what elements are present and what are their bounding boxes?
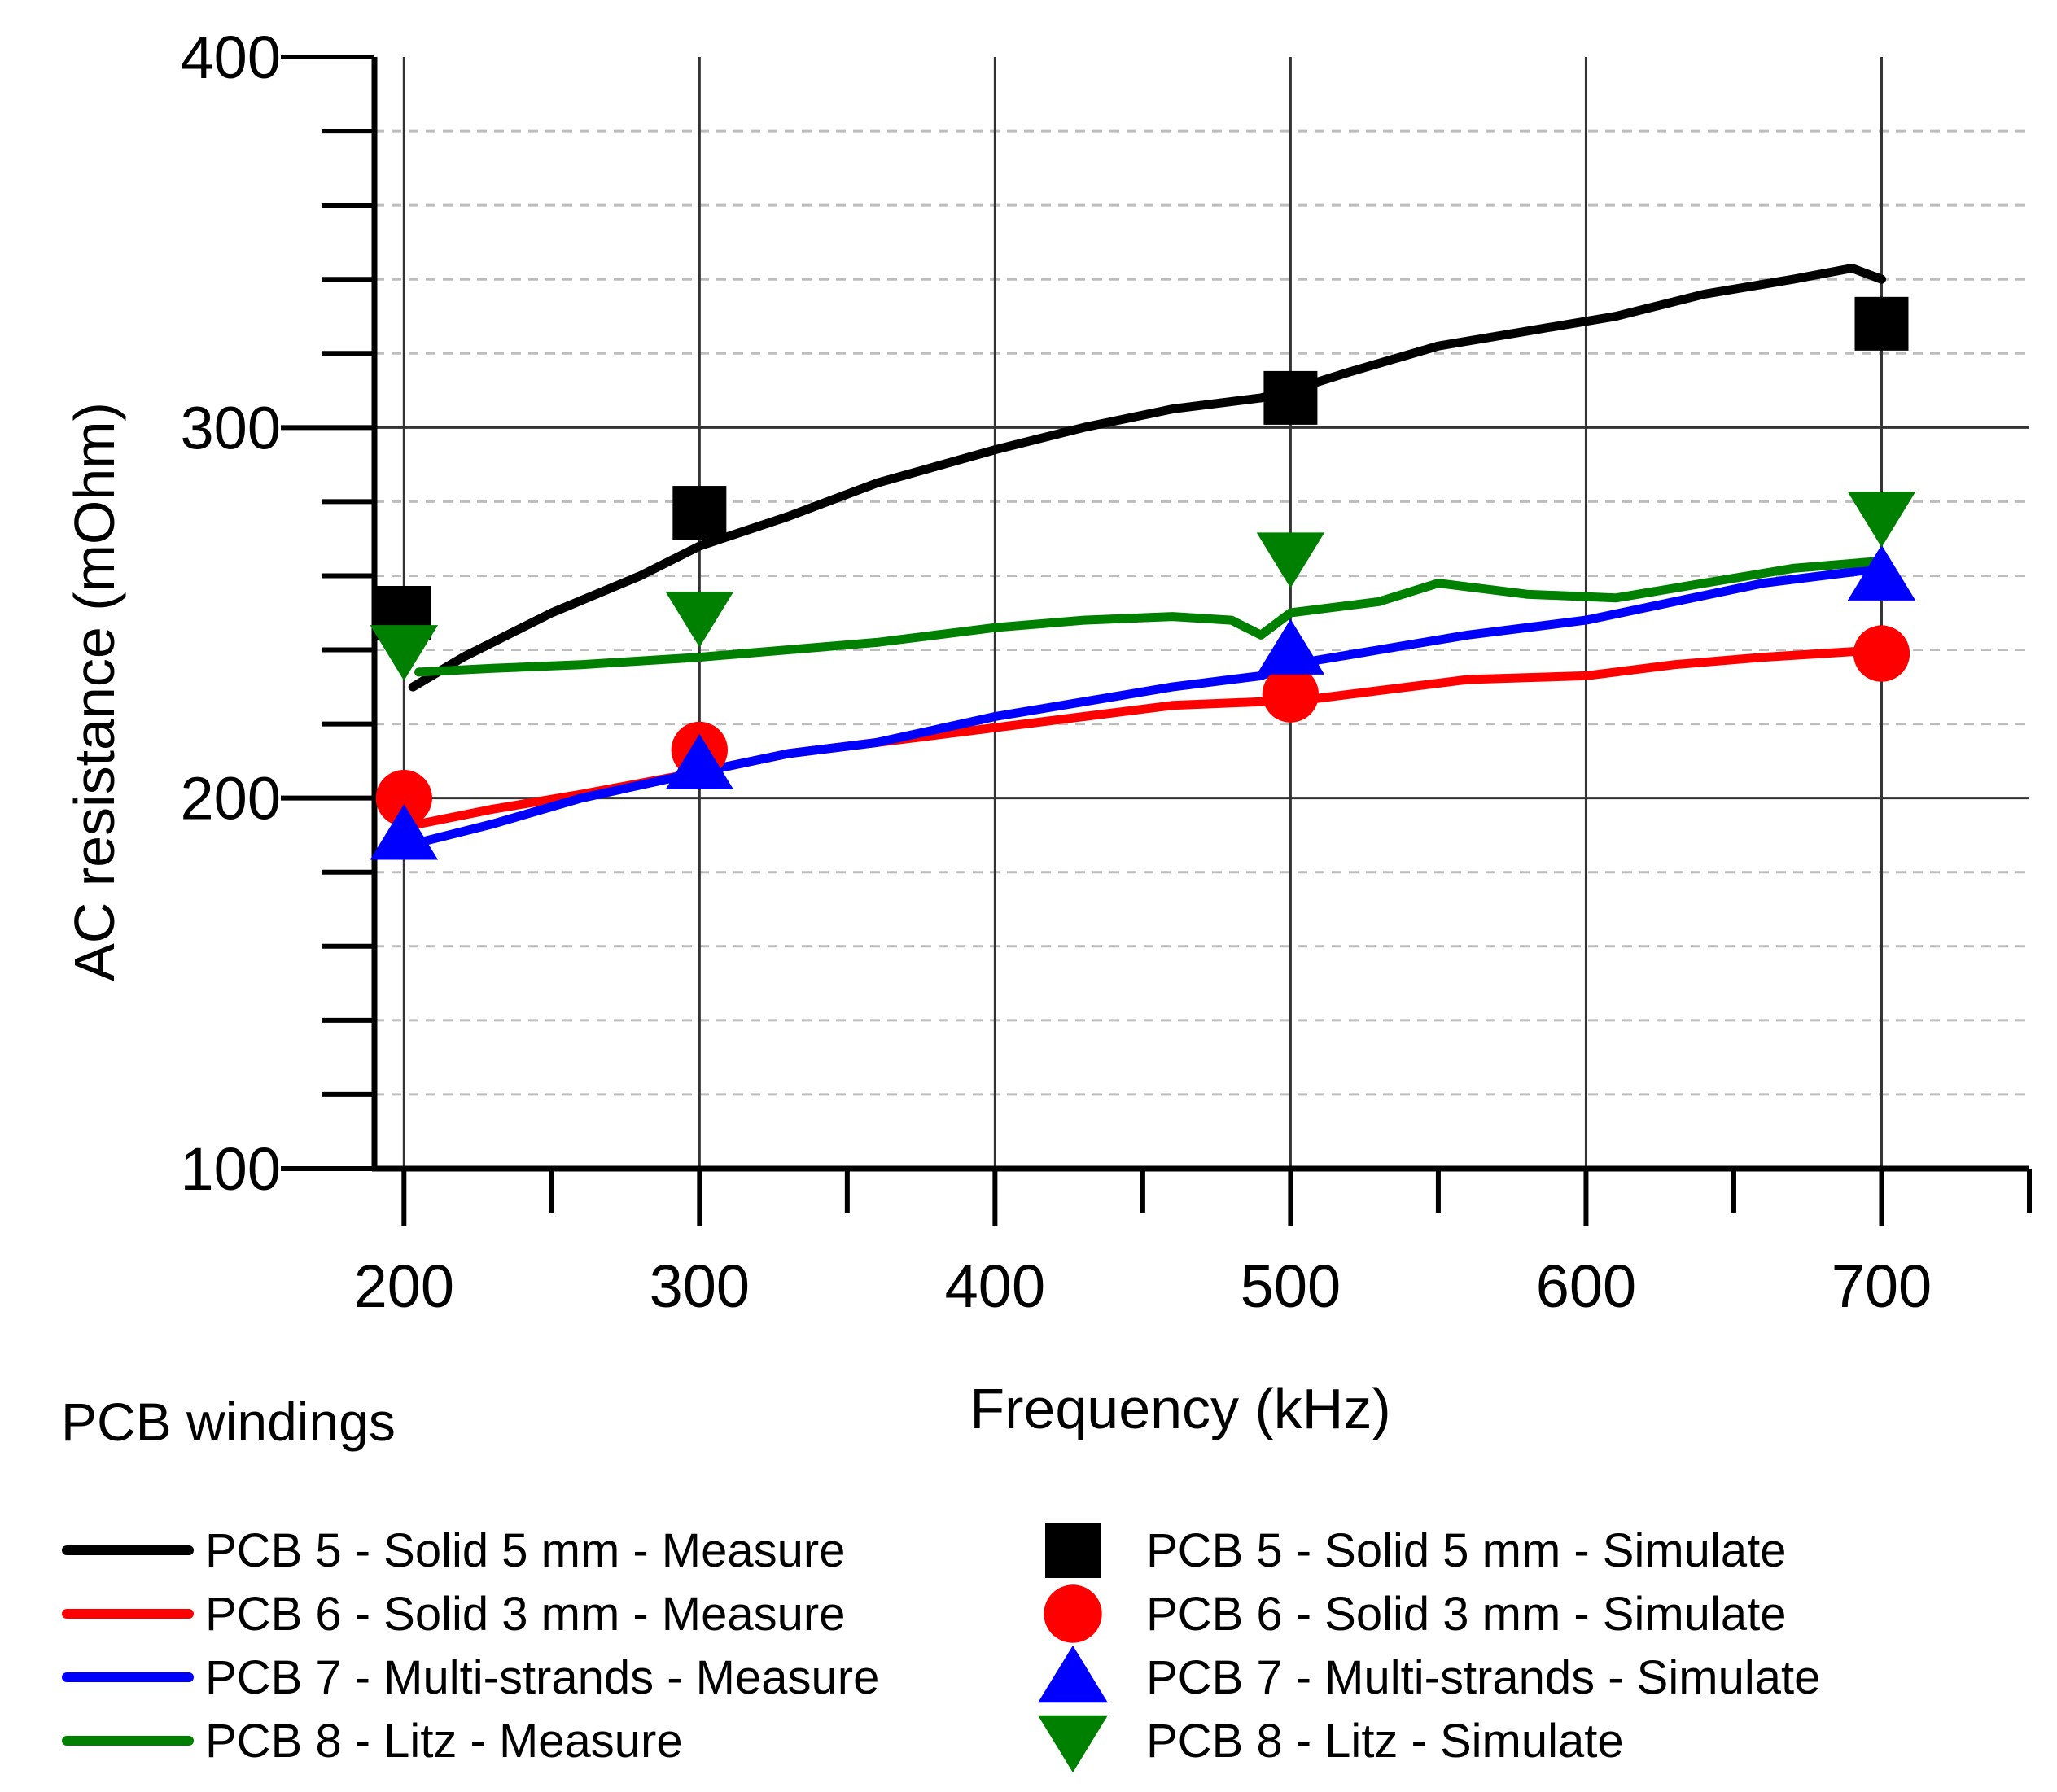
y-tick-label: 400: [181, 24, 281, 91]
triangle-up-marker: [1256, 618, 1325, 675]
legend-label: PCB 6 - Solid 3 mm - Simulate: [1146, 1588, 1786, 1641]
y-tick-label: 200: [181, 765, 281, 833]
x-tick-label: 700: [1832, 1252, 1932, 1320]
legend-label: PCB 8 - Litz - Simulate: [1146, 1715, 1624, 1768]
circle-marker: [375, 770, 432, 827]
triangle-up-marker: [1037, 1645, 1109, 1703]
triangle-down-marker: [665, 592, 734, 648]
x-tick-label: 600: [1536, 1252, 1636, 1320]
square-marker: [1263, 370, 1318, 425]
triangle-down-marker: [370, 625, 439, 681]
square-marker: [672, 486, 727, 540]
series-line: [414, 556, 1886, 677]
y-tick-label: 300: [181, 394, 281, 461]
legend-label: PCB 7 - Multi-strands - Measure: [205, 1651, 879, 1704]
legend-label: PCB 8 - Litz - Measure: [205, 1715, 683, 1768]
markers-group: [370, 296, 1916, 860]
x-tick-label: 300: [650, 1252, 750, 1320]
triangle-down-marker: [1847, 492, 1916, 548]
x-tick-label: 500: [1241, 1252, 1341, 1320]
y-axis-title: AC resistance (mOhm): [63, 402, 126, 981]
triangle-up-marker: [370, 804, 439, 860]
circle-marker: [1853, 625, 1910, 682]
circle-marker: [1262, 666, 1320, 723]
y-tick-label: 100: [181, 1135, 281, 1203]
axes: 100 200 300 400 200 300 400 500 600 700: [181, 24, 2032, 1320]
x-axis-title: Frequency (kHz): [969, 1377, 1390, 1440]
legend-label: PCB 6 - Solid 3 mm - Measure: [205, 1588, 845, 1641]
x-tick-label: 400: [945, 1252, 1045, 1320]
legend-title: PCB windings: [61, 1392, 396, 1452]
square-marker: [1045, 1523, 1101, 1578]
triangle-up-marker: [665, 733, 734, 790]
series-line: [408, 264, 1886, 692]
legend: PCB 5 - Solid 5 mm - Measure PCB 6 - Soli…: [62, 1523, 1820, 1773]
triangle-down-marker: [1037, 1715, 1109, 1773]
square-marker: [1854, 296, 1909, 351]
grid: [374, 57, 2029, 1169]
legend-label: PCB 5 - Solid 5 mm - Measure: [205, 1524, 845, 1577]
legend-label: PCB 7 - Multi-strands - Simulate: [1146, 1651, 1820, 1704]
circle-marker: [1044, 1584, 1102, 1643]
series-line: [414, 563, 1886, 847]
x-tick-label: 200: [354, 1252, 454, 1320]
series-group: [408, 264, 1886, 847]
legend-label: PCB 5 - Solid 5 mm - Simulate: [1146, 1524, 1786, 1577]
triangle-up-marker: [1847, 544, 1916, 601]
triangle-down-marker: [1256, 532, 1325, 588]
